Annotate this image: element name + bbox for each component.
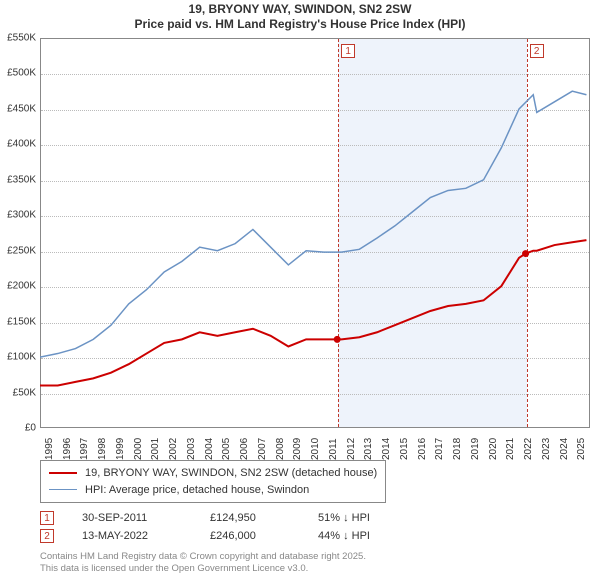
x-axis-label: 2006	[239, 438, 250, 460]
sale-badge: 1	[40, 511, 54, 525]
x-axis-label: 2002	[168, 438, 179, 460]
x-axis-label: 2018	[452, 438, 463, 460]
x-axis-label: 2010	[310, 438, 321, 460]
legend-label: 19, BRYONY WAY, SWINDON, SN2 2SW (detach…	[85, 465, 377, 482]
sale-row: 2 13-MAY-2022 £246,000 44% ↓ HPI	[40, 529, 590, 543]
legend-swatch	[49, 472, 77, 474]
x-axis-label: 2013	[363, 438, 374, 460]
sale-date: 13-MAY-2022	[82, 530, 182, 542]
y-axis-label: £550K	[7, 33, 36, 44]
sale-row: 1 30-SEP-2011 £124,950 51% ↓ HPI	[40, 511, 590, 525]
y-axis-label: £250K	[7, 245, 36, 256]
x-axis-label: 2024	[559, 438, 570, 460]
x-axis-label: 2008	[275, 438, 286, 460]
legend-swatch	[49, 489, 77, 490]
sale-price: £124,950	[210, 512, 290, 524]
x-axis-label: 2022	[523, 438, 534, 460]
series-line-hpi	[40, 91, 586, 357]
legend-label: HPI: Average price, detached house, Swin…	[85, 482, 309, 499]
x-axis-label: 2021	[505, 438, 516, 460]
y-axis-label: £100K	[7, 352, 36, 363]
footer-attribution: Contains HM Land Registry data © Crown c…	[40, 551, 590, 576]
x-axis-label: 2005	[221, 438, 232, 460]
title-block: 19, BRYONY WAY, SWINDON, SN2 2SW Price p…	[0, 0, 600, 32]
y-axis-label: £150K	[7, 316, 36, 327]
event-marker-badge: 1	[341, 44, 355, 58]
x-axis-label: 2003	[186, 438, 197, 460]
chart-area: £0£50K£100K£150K£200K£250K£300K£350K£400…	[40, 38, 590, 428]
footer-line-1: Contains HM Land Registry data © Crown c…	[40, 551, 590, 563]
x-axis-label: 2016	[417, 438, 428, 460]
x-axis-label: 1997	[79, 438, 90, 460]
y-axis-label: £500K	[7, 68, 36, 79]
x-axis-label: 2009	[292, 438, 303, 460]
sale-date: 30-SEP-2011	[82, 512, 182, 524]
y-axis-label: £50K	[13, 387, 36, 398]
sale-relative-hpi: 51% ↓ HPI	[318, 512, 370, 524]
x-axis-label: 2001	[150, 438, 161, 460]
x-axis-label: 2019	[470, 438, 481, 460]
legend-box: 19, BRYONY WAY, SWINDON, SN2 2SW (detach…	[40, 460, 386, 503]
x-axis-label: 2007	[257, 438, 268, 460]
x-axis-label: 2014	[381, 438, 392, 460]
x-axis-label: 2004	[204, 438, 215, 460]
sale-price: £246,000	[210, 530, 290, 542]
y-axis-label: £200K	[7, 281, 36, 292]
y-axis-label: £350K	[7, 174, 36, 185]
x-axis-label: 2015	[399, 438, 410, 460]
x-axis-label: 1996	[62, 438, 73, 460]
event-marker-badge: 2	[530, 44, 544, 58]
legend-item: HPI: Average price, detached house, Swin…	[49, 482, 377, 499]
x-axis-label: 1999	[115, 438, 126, 460]
x-axis-label: 2020	[488, 438, 499, 460]
title-line-1: 19, BRYONY WAY, SWINDON, SN2 2SW	[0, 2, 600, 17]
y-axis-label: £400K	[7, 139, 36, 150]
y-axis-label: £300K	[7, 210, 36, 221]
x-axis-label: 2011	[328, 438, 339, 460]
x-axis-label: 2000	[133, 438, 144, 460]
x-axis-label: 1995	[44, 438, 55, 460]
footer-line-2: This data is licensed under the Open Gov…	[40, 563, 590, 575]
x-axis-label: 2025	[576, 438, 587, 460]
y-axis-label: £450K	[7, 103, 36, 114]
legend-item: 19, BRYONY WAY, SWINDON, SN2 2SW (detach…	[49, 465, 377, 482]
y-axis-label: £0	[25, 423, 36, 434]
sale-point-dot	[334, 336, 341, 343]
sale-badge: 2	[40, 529, 54, 543]
sale-point-dot	[522, 250, 529, 257]
sale-relative-hpi: 44% ↓ HPI	[318, 530, 370, 542]
x-axis-label: 2017	[434, 438, 445, 460]
title-line-2: Price paid vs. HM Land Registry's House …	[0, 17, 600, 32]
sales-table: 1 30-SEP-2011 £124,950 51% ↓ HPI 2 13-MAY-202…	[40, 511, 590, 543]
x-axis-label: 2023	[541, 438, 552, 460]
x-axis-label: 2012	[346, 438, 357, 460]
lower-section: 19, BRYONY WAY, SWINDON, SN2 2SW (detach…	[40, 460, 590, 576]
x-axis-label: 1998	[97, 438, 108, 460]
line-series-svg	[40, 38, 590, 428]
